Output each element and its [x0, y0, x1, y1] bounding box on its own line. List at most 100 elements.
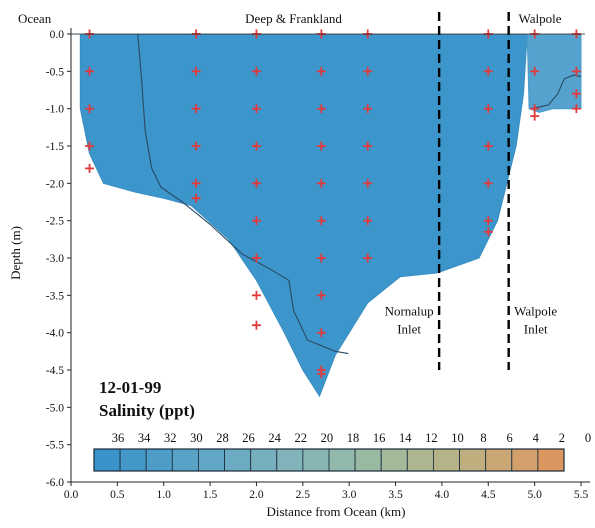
sample-point-6 [191, 66, 201, 76]
region-label-deep-frankland: Deep & Frankland [245, 11, 342, 26]
colorbar-label-17: 2 [559, 431, 565, 445]
colorbar-label-16: 4 [533, 431, 540, 445]
sample-point-30 [316, 369, 326, 379]
colorbar-frame [93, 448, 565, 472]
chart-subtitle-salinity: Salinity (ppt) [99, 401, 195, 420]
inlet-label-walpole-line2: Inlet [524, 321, 548, 336]
colorbar-swatch-12 [406, 448, 434, 472]
sample-point-50 [571, 66, 581, 76]
sample-point-3 [85, 141, 95, 151]
inlet-separators [437, 12, 510, 370]
sample-point-10 [191, 193, 201, 203]
y-tick-label-9: -4.5 [46, 365, 64, 377]
x-axis-label: Distance from Ocean (km) [267, 504, 406, 519]
colorbar-label-11: 14 [399, 431, 412, 445]
sample-point-37 [363, 253, 373, 263]
colorbar-swatch-11 [380, 448, 408, 472]
inlet-label-nornalup-line1: Nornalup [385, 303, 434, 318]
sample-point-42 [483, 178, 493, 188]
sample-point-13 [251, 104, 261, 114]
x-tick-labels: 0.0 0.5 1.0 1.5 2.0 2.5 3.0 3.5 4.0 4.5 5.0 5.5 [64, 489, 589, 501]
y-tick-label-12: -6.0 [46, 477, 64, 489]
y-tick-label-0: 0.0 [50, 29, 65, 41]
sample-point-12 [251, 66, 261, 76]
x-tick-label-10: 5.0 [527, 489, 542, 501]
x-tick-label-4: 2.0 [249, 489, 264, 501]
x-tick-label-0: 0.0 [64, 489, 79, 501]
sample-point-34 [363, 141, 373, 151]
sample-point-28 [316, 328, 326, 338]
colorbar-label-9: 18 [347, 431, 360, 445]
x-tick-label-9: 4.5 [481, 489, 496, 501]
sample-point-7 [191, 104, 201, 114]
colorbar-swatch-7 [276, 448, 304, 472]
colorbar-label-7: 22 [295, 431, 308, 445]
sample-point-33 [363, 104, 373, 114]
sample-point-18 [251, 290, 261, 300]
y-tick-label-7: -3.5 [46, 290, 64, 302]
y-tick-labels: 0.0 -0.5 -1.0 -1.5 -2.0 -2.5 -3.0 -3.5 -4.0 -4.5 -… [46, 29, 64, 489]
contour-line-0 [137, 34, 349, 355]
y-tick-label-11: -5.5 [46, 440, 64, 452]
colorbar-label-14: 8 [480, 431, 486, 445]
x-tick-label-2: 1.0 [157, 489, 172, 501]
colorbar-label-4: 28 [216, 431, 229, 445]
inlet-label-walpole-line1: Walpole [514, 303, 557, 318]
chart-title-date: 12-01-99 [99, 378, 161, 397]
axes [67, 28, 590, 486]
sample-point-1 [85, 66, 95, 76]
sample-point-16 [251, 216, 261, 226]
estuary-water-domain [71, 34, 528, 398]
contour-line-1 [531, 74, 582, 110]
sample-point-4 [85, 163, 95, 173]
sample-point-17 [251, 253, 261, 263]
colorbar-swatch-6 [250, 448, 278, 472]
colorbar-swatch-15 [485, 448, 513, 472]
sample-point-25 [316, 216, 326, 226]
sample-point-14 [251, 141, 261, 151]
colorbar-label-10: 16 [373, 431, 386, 445]
y-tick-label-5: -2.5 [46, 216, 64, 228]
sample-point-40 [483, 104, 493, 114]
colorbar-label-6: 24 [268, 431, 281, 445]
colorbar-label-1: 34 [138, 431, 151, 445]
sample-point-19 [251, 320, 261, 330]
sample-point-21 [316, 66, 326, 76]
colorbar-label-15: 6 [507, 431, 513, 445]
y-tick-label-6: -3.0 [46, 253, 64, 265]
colorbar [93, 448, 565, 472]
y-axis-label: Depth (m) [8, 226, 23, 280]
y-tick-label-1: -0.5 [46, 66, 64, 78]
x-tick-label-11: 5.5 [574, 489, 589, 501]
colorbar-label-8: 20 [321, 431, 334, 445]
colorbar-swatch-0 [93, 448, 121, 472]
sample-point-52 [571, 104, 581, 114]
x-tick-label-5: 2.5 [296, 489, 311, 501]
colorbar-label-12: 12 [425, 431, 438, 445]
colorbar-swatch-3 [171, 448, 199, 472]
x-tick-label-8: 4.0 [435, 489, 450, 501]
sample-point-51 [571, 89, 581, 99]
colorbar-label-5: 26 [242, 431, 255, 445]
x-tick-label-3: 1.5 [203, 489, 218, 501]
colorbar-label-18: 0 [585, 431, 591, 445]
region-label-walpole: Walpole [519, 11, 562, 26]
colorbar-swatch-4 [197, 448, 226, 472]
sample-point-15 [251, 178, 261, 188]
sample-point-8 [191, 141, 201, 151]
sample-point-48 [530, 111, 540, 121]
colorbar-swatch-8 [302, 448, 330, 472]
region-label-ocean: Ocean [18, 11, 52, 26]
y-tick-label-2: -1.0 [46, 104, 64, 116]
salinity-contours [137, 34, 582, 355]
colorbar-swatch-13 [432, 448, 461, 472]
colorbar-label-13: 10 [451, 431, 464, 445]
colorbar-swatch-5 [224, 448, 252, 472]
colorbar-labels: 36 34 32 30 28 26 24 22 20 18 16 14 12 10 8 6 4 2 0 [112, 431, 591, 445]
colorbar-swatch-1 [119, 448, 147, 472]
sample-point-26 [316, 253, 326, 263]
colorbar-swatch-2 [145, 448, 173, 472]
sample-point-9 [191, 178, 201, 188]
sample-point-35 [363, 178, 373, 188]
